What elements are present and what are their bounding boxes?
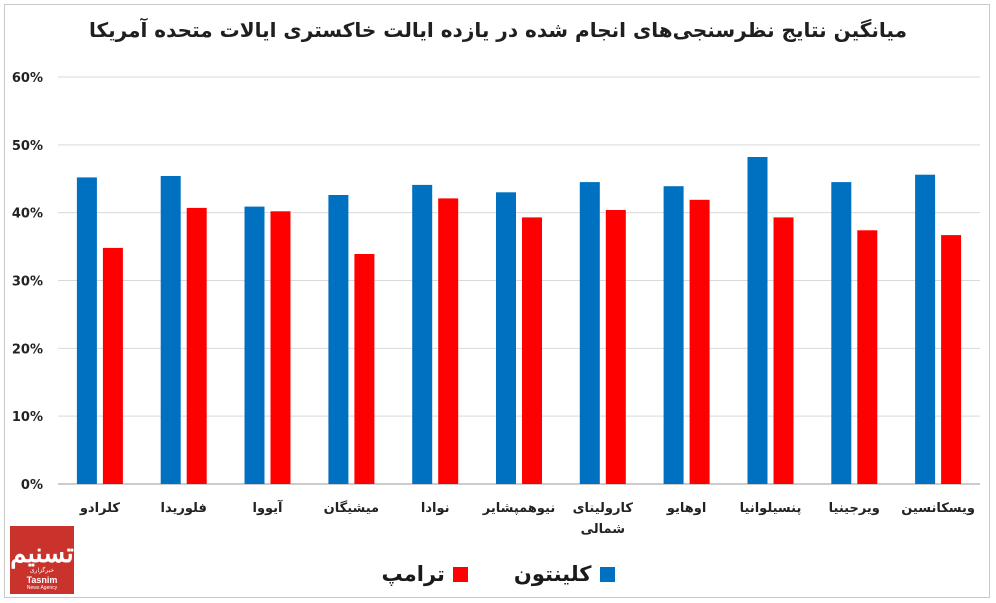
x-category-label: نوادا <box>421 501 450 516</box>
bar-trump <box>186 207 207 484</box>
x-category-label: فلوریدا <box>161 501 207 516</box>
y-axis-ticks: 0% 10% 20% 30% 40% 50% 60% <box>12 71 43 493</box>
bar-clinton <box>915 174 936 484</box>
bar-trump <box>941 235 962 484</box>
chart-title: میانگین نتایج نظرسنجی‌های انجام شده در ی… <box>89 18 907 42</box>
x-category-label: میشیگان <box>324 500 379 516</box>
bar-clinton <box>579 182 600 484</box>
y-tick-label: 0% <box>21 478 43 493</box>
y-tick-label: 40% <box>12 207 43 222</box>
x-category-label: ویرجینیا <box>829 501 880 516</box>
bar-clinton <box>160 176 181 484</box>
bar-clinton <box>412 184 433 484</box>
bar-clinton <box>663 186 684 484</box>
y-tick-label: 20% <box>12 342 43 357</box>
x-category-label: اوهایو <box>666 501 706 516</box>
x-category-label: نیوهمپشایر <box>482 501 555 516</box>
logo-name: Tasnim <box>26 575 58 585</box>
y-tick-label: 30% <box>12 275 43 290</box>
bar-clinton <box>747 157 768 484</box>
x-category-label: پنسیلوانیا <box>740 501 802 516</box>
bar-clinton <box>328 195 349 484</box>
bar-clinton <box>244 206 265 484</box>
y-tick-label: 60% <box>12 71 43 86</box>
bar-trump <box>605 210 626 484</box>
x-category-label: کلرادو <box>79 501 121 516</box>
bar-trump <box>438 198 459 484</box>
legend: کلینتون ترامپ <box>0 562 996 586</box>
bar-trump <box>102 247 123 484</box>
x-category-label: آیووا <box>252 499 283 516</box>
bars <box>76 157 962 485</box>
bar-trump <box>773 217 794 484</box>
bar-trump <box>270 211 291 485</box>
legend-item-trump: ترامپ <box>382 562 468 586</box>
x-category-label: ویسکانسین <box>901 501 975 516</box>
legend-item-clinton: کلینتون <box>514 562 615 586</box>
logo-agency: News Agency <box>26 585 58 591</box>
bar-clinton <box>831 182 852 484</box>
y-tick-label: 50% <box>12 139 43 154</box>
legend-swatch-trump <box>452 566 468 582</box>
x-axis-labels: کلرادو فلوریدا آیووا میشیگان نوادا نیوهمپشایر… <box>79 499 975 537</box>
bar-trump <box>857 230 878 484</box>
x-category-label: کارولینای شمالی <box>573 501 634 537</box>
tasnim-logo: تسنیم خبرگزاری Tasnim News Agency <box>10 526 74 594</box>
legend-swatch-clinton <box>599 566 615 582</box>
bar-clinton <box>496 192 516 485</box>
legend-label-trump: ترامپ <box>381 562 445 586</box>
bar-clinton <box>76 177 97 484</box>
bar-trump <box>354 254 375 484</box>
logo-mark: تسنیم <box>10 538 74 568</box>
gridlines <box>58 76 980 485</box>
y-tick-label: 10% <box>12 410 43 425</box>
logo-subtitle: خبرگزاری <box>29 568 55 574</box>
bar-trump <box>522 217 542 484</box>
legend-label-clinton: کلینتون <box>513 562 592 586</box>
bar-trump <box>689 199 710 485</box>
